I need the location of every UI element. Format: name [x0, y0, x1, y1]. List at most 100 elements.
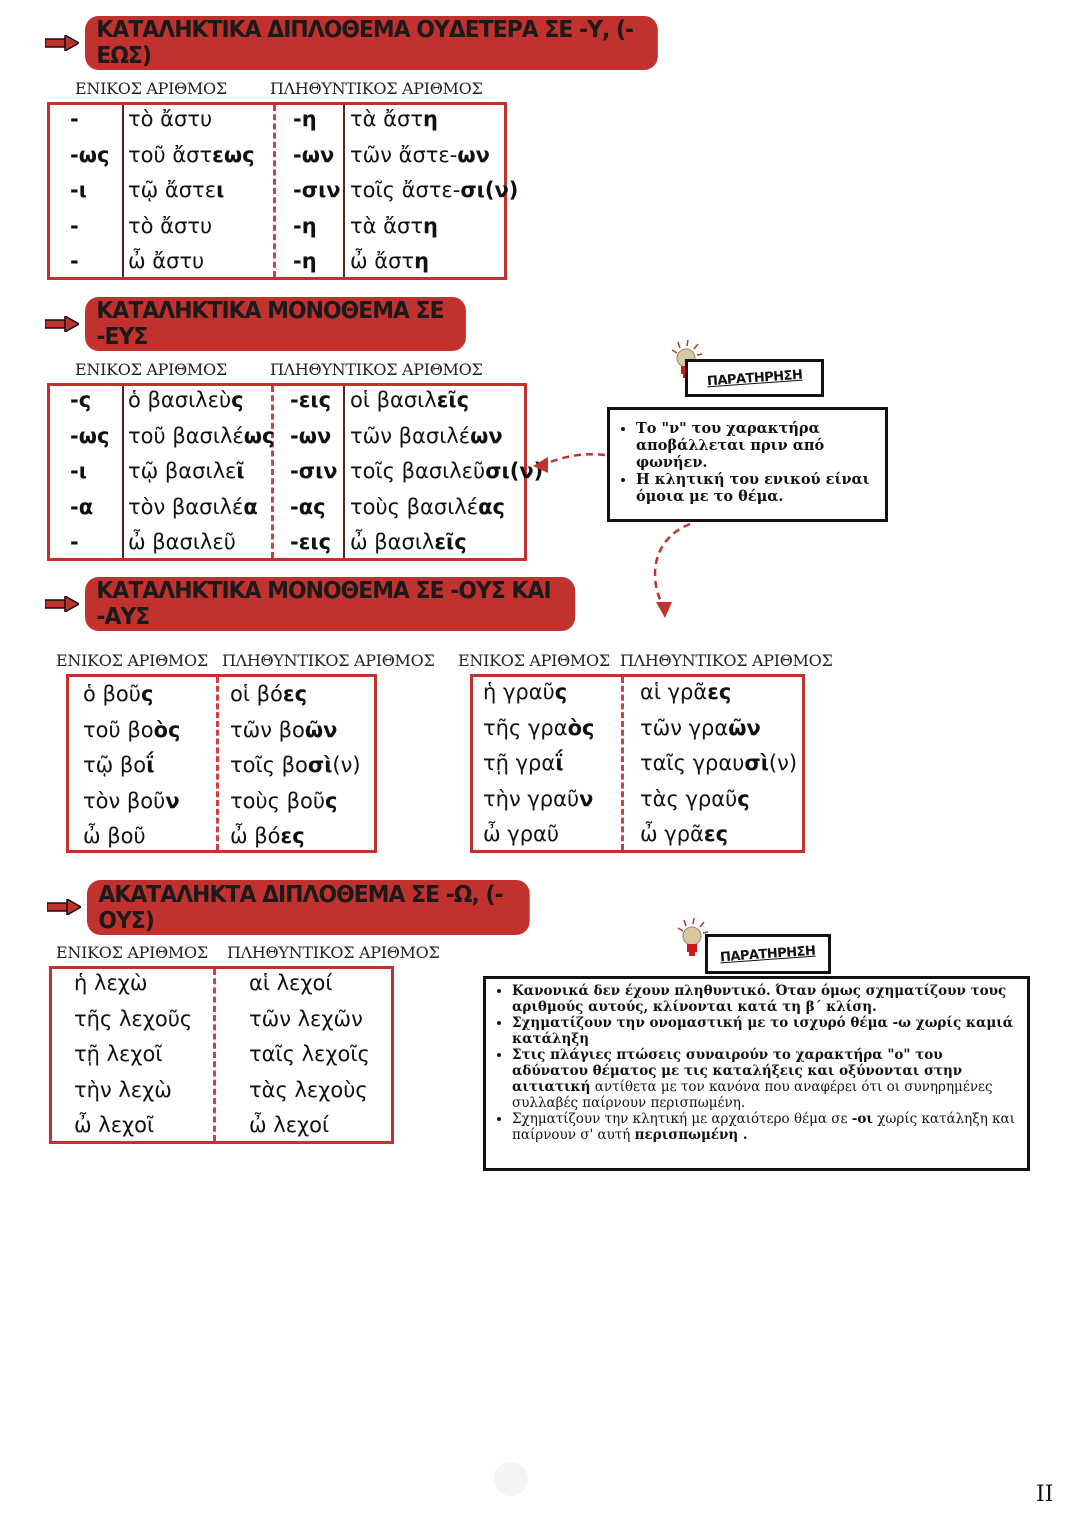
form-singular: τὸν βοῦν [83, 784, 180, 819]
form-plural: τοὺς βασιλέας [350, 490, 505, 525]
text-segment: τοὺς βοῦ [230, 788, 326, 813]
form-singular: τὴν γραῦν [483, 782, 593, 817]
ending-bold: ως [243, 423, 275, 448]
text-segment: αντίθετα με τον κανόνα που αναφέρει ότι … [512, 1079, 993, 1111]
form-singular: ὦ βοῦ [83, 819, 146, 854]
text-segment: ὦ βό [230, 824, 281, 848]
declension-table: -ς ὁ βασιλεὺς -εις οἱ βασιλεῖς -ως τοῦ βασιλέ… [47, 383, 543, 561]
text-segment: τῶν βο [230, 717, 305, 742]
form-plural: ταῖς λεχοῖς [249, 1037, 370, 1072]
ending-bold: ῖ [236, 459, 245, 483]
arrow-icon [44, 314, 81, 334]
form-plural: τῶν ἄστε-ων [350, 138, 490, 173]
form-singular: τῇ λεχοῖ [74, 1037, 163, 1072]
note-item: Κανονικά δεν έχουν πληθυντικό. Όταν όμως… [512, 983, 1023, 1015]
note-item: Το "ν" του χαρακτήρα αποβάλλεται πριν απ… [636, 420, 885, 471]
form-plural: τῶν βοῶν [230, 713, 337, 748]
text-segment: τοῖς βο [230, 753, 308, 777]
text-segment: ὦ γρᾶ [640, 822, 704, 846]
form-plural: ὦ γρᾶες [640, 817, 728, 852]
form-singular: τὴν λεχὼ [74, 1073, 172, 1108]
text-segment: ὦ βοῦ [83, 824, 146, 848]
ending-bold: η [422, 107, 438, 131]
ending: -ι [70, 178, 87, 202]
text-segment: Σχηματίζουν την κλητική με αρχαιότερο θέ… [512, 1111, 852, 1127]
note-list: Κανονικά δεν έχουν πληθυντικό. Όταν όμως… [486, 983, 1023, 1143]
column-header: ΠΛΗΘΥΝΤΙΚΟΣ ΑΡΙΘΜΟΣ [620, 651, 833, 670]
declension-table: ὁ βοῦς οἱ βόες τοῦ βοὸς τῶν βοῶν τῷ βοΐ τοῖς … [66, 674, 377, 853]
text-segment: τῶν γρα [640, 715, 729, 740]
text-segment: -οι [851, 1111, 873, 1127]
text-segment: τοῦ βασιλέ [128, 423, 244, 448]
ending-bold: ες [707, 680, 732, 704]
text-segment: ταῖς γραυ [640, 751, 745, 775]
text-segment: τὰς γραῦ [640, 786, 738, 811]
ending-bold: ΐ [555, 751, 564, 775]
text-segment: ὦ ἄστ [350, 249, 415, 273]
ending: - [70, 213, 79, 238]
column-header: ΠΛΗΘΥΝΤΙΚΟΣ ΑΡΙΘΜΟΣ [270, 360, 483, 379]
text-segment: Το "ν" του χαρακτήρα αποβάλλεται πριν απ… [636, 420, 825, 471]
form-plural: τὰ ἄστη [350, 102, 438, 137]
ending-bold: ς [737, 786, 750, 811]
form-plural: ὦ λεχοί [249, 1108, 329, 1143]
ending-bold: ς [325, 788, 338, 813]
ending-plural: -εις [290, 525, 331, 560]
ending: -ως [70, 423, 110, 448]
form-plural: τοῖς βοσὶ(ν) [230, 748, 361, 783]
text-segment: τῆς λεχοῦς [74, 1006, 193, 1031]
note-label: ΠΑΡΑΤΗΡΗΣΗ [705, 934, 831, 974]
text-segment: Κανονικά δεν έχουν πληθυντικό. Όταν όμως… [512, 983, 1007, 1015]
text-segment: (ν) [332, 753, 361, 777]
ending: -ων [293, 142, 335, 167]
ending-bold: ες [282, 682, 308, 706]
signature-logo [494, 1462, 528, 1496]
ending-singular: - [70, 102, 79, 137]
text-segment: τὰ ἄστ [350, 213, 423, 238]
note-item: Σχηματίζουν την κλητική με αρχαιότερο θέ… [512, 1111, 1023, 1143]
text-segment: τῆς γρα [483, 715, 568, 740]
ending: - [70, 249, 79, 273]
section-title-banner: ΚΑΤΑΛΗΚΤΙΚΑ ΔΙΠΛΟΘΕΜΑ ΟΥΔΕΤΕΡΑ ΣΕ -Υ, (-… [85, 16, 658, 70]
ending-bold: ας [478, 494, 505, 519]
ending: -σιν [290, 459, 338, 483]
text-segment: ὦ λεχοῖ [74, 1113, 155, 1137]
section-title-banner: ΚΑΤΑΛΗΚΤΙΚΑ ΜΟΝΟΘΕΜΑ ΣΕ -ΕΥΣ [85, 297, 466, 351]
form-plural: τὰ ἄστη [350, 209, 438, 244]
section-title-banner: ΑΚΑΤΑΛΗΚΤΑ ΔΙΠΛΟΘΕΜΑ ΣΕ -Ω, (-ΟΥΣ) [87, 880, 530, 935]
text-segment: περισπωμένη . [634, 1127, 748, 1143]
text-segment: τοῦ βο [83, 717, 154, 742]
text-segment: ὦ ἄστυ [128, 249, 205, 273]
note-box: Το "ν" του χαρακτήρα αποβάλλεται πριν απ… [607, 407, 888, 522]
text-segment: τῇ γρα [483, 751, 556, 775]
section-title-banner: ΚΑΤΑΛΗΚΤΙΚΑ ΜΟΝΟΘΕΜΑ ΣΕ -ΟΥΣ ΚΑΙ -ΑΥΣ [85, 577, 576, 631]
column-divider [122, 386, 124, 558]
ending-bold: ῶν [304, 717, 338, 742]
form-singular: ὁ βασιλεὺς [128, 383, 244, 418]
ending-bold: ες [703, 822, 729, 846]
form-plural: ὦ βόες [230, 819, 305, 854]
ending: -εις [290, 530, 332, 554]
text-segment: Στις πλάγιες πτώσεις συναιρούν το χαρακτ… [512, 1047, 963, 1095]
form-singular: τῷ βασιλεῖ [128, 454, 245, 489]
form-plural: αἱ λεχοί [249, 966, 333, 1001]
ending-singular: -ς [70, 383, 91, 418]
ending-plural: -σιν [293, 173, 341, 208]
form-singular: τὸ ἄστυ [128, 102, 212, 137]
ending: -εις [290, 388, 332, 412]
ending-bold: εως [212, 142, 255, 167]
text-segment: αἱ λεχοί [249, 971, 333, 995]
form-singular: ὦ βασιλεῦ [128, 525, 236, 560]
text-segment: οἱ βό [230, 682, 283, 706]
number-divider-dashed [213, 969, 216, 1141]
ending-singular: -ι [70, 454, 87, 489]
form-singular: ὦ λεχοῖ [74, 1108, 154, 1143]
ending: -σιν [293, 178, 341, 202]
note-item: Η κλητική του ενικού είναι όμοια με το θ… [636, 471, 885, 505]
form-singular: τοῦ βασιλέως [128, 419, 274, 454]
text-segment: τοῖς ἄστε- [350, 178, 461, 202]
ending-bold: ὸς [153, 717, 181, 742]
text-segment: τὸ ἄστυ [128, 107, 213, 131]
text-segment: τὰ ἄστ [350, 107, 423, 131]
text-segment: Σχηματίζουν την ονομαστική με το ισχυρό … [512, 1015, 1014, 1047]
